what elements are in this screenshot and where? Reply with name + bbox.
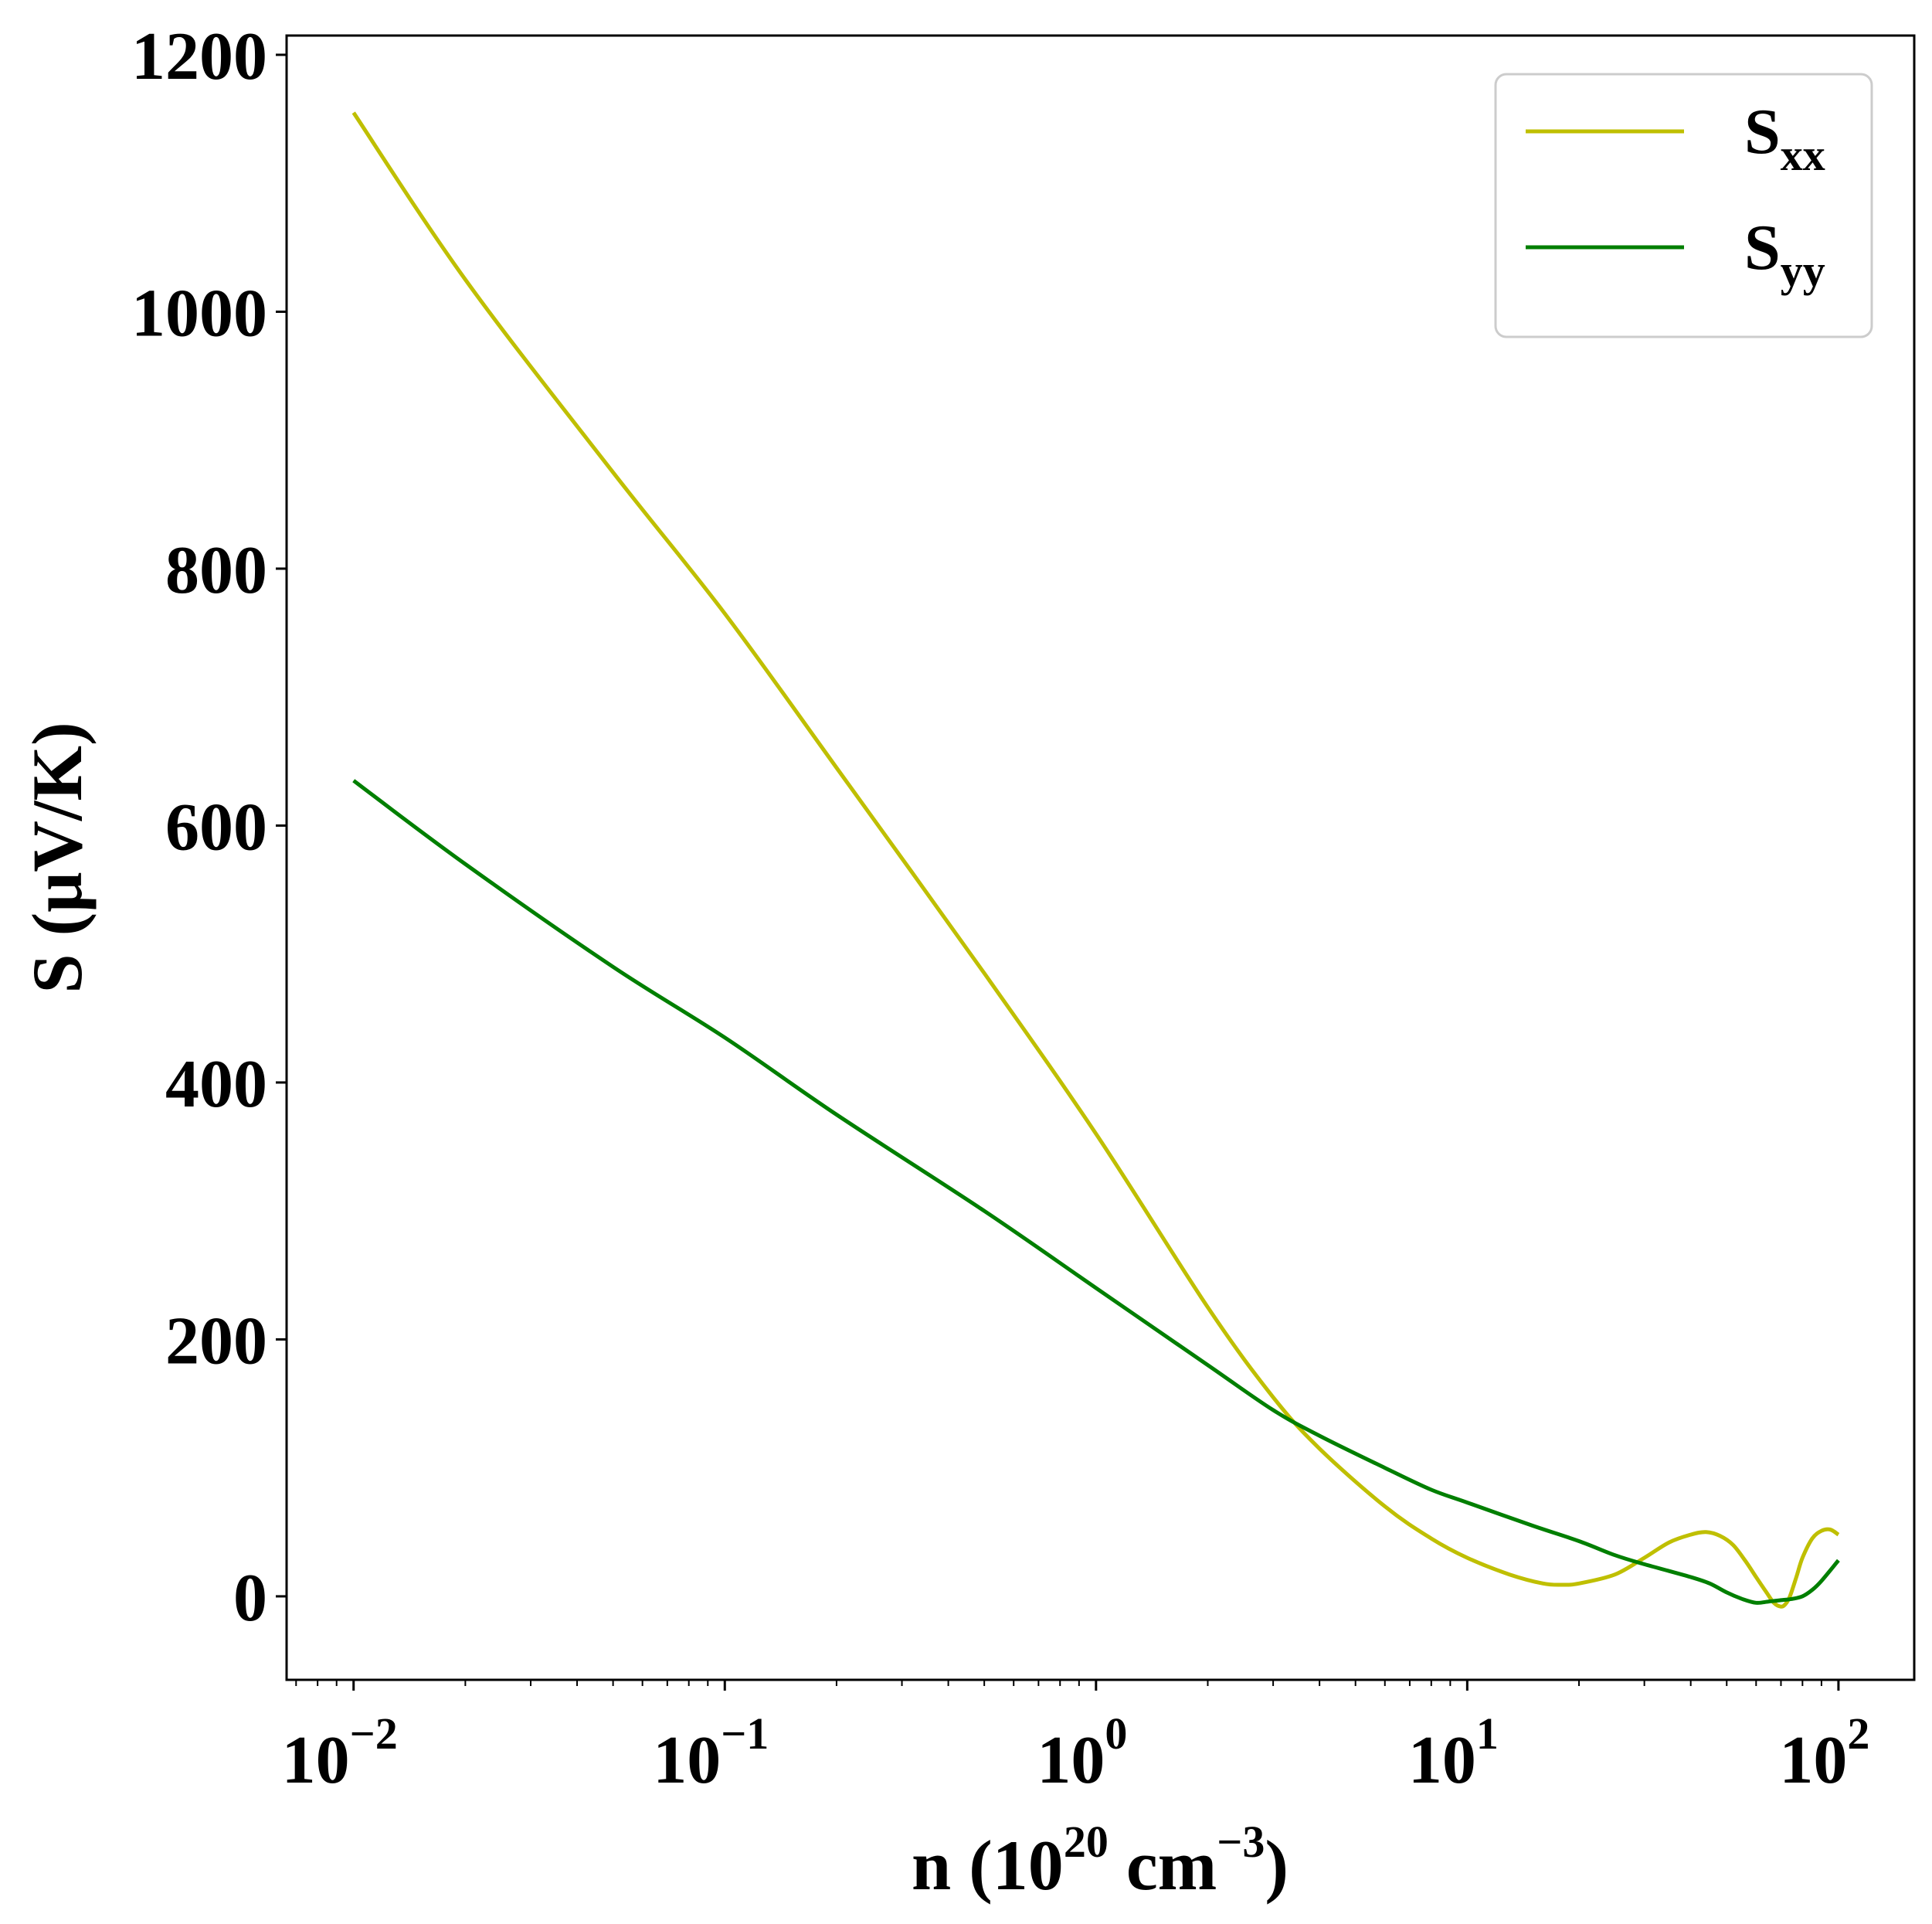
y-tick-label: 0 <box>233 1561 267 1636</box>
x-tick-label: 10−2 <box>282 1708 398 1798</box>
x-tick-label-base: 10 <box>282 1723 350 1798</box>
x-axis-label-sup1: 20 <box>1064 1817 1109 1867</box>
x-tick-label-exponent: −1 <box>721 1708 769 1759</box>
plot-frame <box>285 34 1916 1681</box>
legend-entry-subscript: xx <box>1781 130 1825 180</box>
x-tick-label-exponent: −2 <box>350 1708 398 1759</box>
x-axis-label-suffix: ) <box>1265 1826 1289 1905</box>
series-line-syy <box>352 779 1840 1605</box>
x-tick-label-base: 10 <box>1779 1723 1847 1798</box>
y-tick-label: 1200 <box>131 19 267 94</box>
x-tick-label-base: 10 <box>1408 1723 1476 1798</box>
x-tick-label: 10−1 <box>653 1708 769 1798</box>
legend-entry-syy: Syy <box>1744 212 1825 296</box>
x-axis-label-sup2: −3 <box>1217 1817 1265 1867</box>
y-tick-label: 600 <box>165 790 267 865</box>
x-tick-label-exponent: 1 <box>1476 1708 1499 1759</box>
x-axis-label-prefix: n (10 <box>912 1826 1064 1905</box>
x-tick-label: 101 <box>1408 1708 1499 1798</box>
x-tick-label-base: 10 <box>1037 1723 1105 1798</box>
x-tick-label: 102 <box>1779 1708 1869 1798</box>
y-tick-label: 200 <box>165 1304 267 1378</box>
x-tick-label-exponent: 0 <box>1105 1708 1127 1759</box>
legend-entry-subscript: yy <box>1781 246 1825 296</box>
x-axis-label: n (1020 cm−3) <box>912 1817 1289 1905</box>
y-tick-label: 1000 <box>131 276 267 351</box>
x-tick-label-base: 10 <box>653 1723 721 1798</box>
series-line-sxx <box>351 111 1840 1609</box>
x-axis-label-middle: cm <box>1109 1826 1217 1905</box>
x-tick-label: 100 <box>1037 1708 1127 1798</box>
legend-box <box>1494 73 1873 338</box>
legend-entry-name: S <box>1744 212 1781 284</box>
y-axis-label: S (μV/K) <box>18 722 97 993</box>
series-layer <box>351 111 1840 1609</box>
y-tick-label: 800 <box>165 533 267 608</box>
x-tick-label-exponent: 2 <box>1847 1708 1869 1759</box>
legend-entry-sxx: Sxx <box>1744 96 1825 180</box>
y-tick-label: 400 <box>165 1047 267 1122</box>
legend-entry-name: S <box>1744 96 1781 168</box>
